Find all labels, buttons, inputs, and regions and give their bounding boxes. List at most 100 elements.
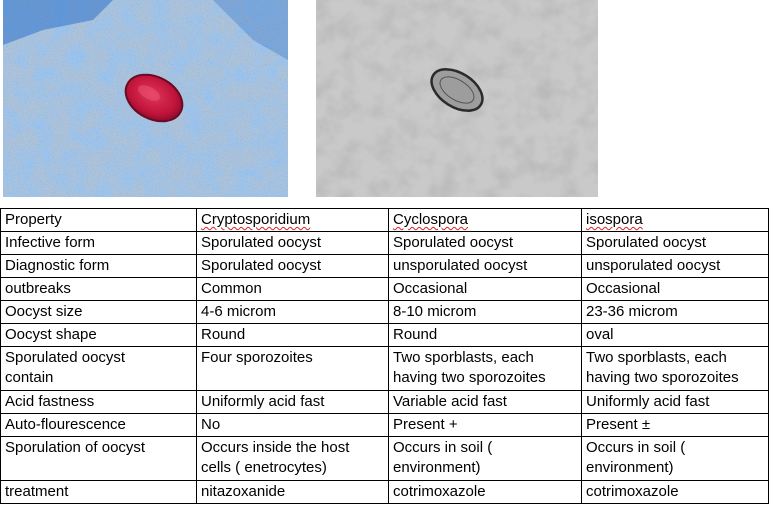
cyclospora-cell: unsporulated oocyst [388,254,582,278]
cyclospora-cell: 8-10 microm [388,300,582,324]
cryptosporidium-cell: 4-6 microm [196,300,389,324]
cell-line: Oocyst size [5,303,83,320]
cell-line: unsporulated oocyst [393,257,528,274]
cell-line: Round [201,326,246,343]
cell-line: treatment [5,483,69,500]
property-cell: Sporulated oocyst contain [0,346,197,391]
cell-line: Occasional [393,280,468,297]
cyclospora-cell: Variable acid fast [388,390,582,414]
cryptosporidium-cell: Occurs inside the host cells ( enetrocyte… [196,436,389,481]
header-cryptosporidium: Cryptosporidium [196,208,389,232]
table-row: Oocyst size 4-6 microm 8-10 microm 23-36 mi… [0,300,769,324]
cell-line: Two sporblasts, each [586,349,727,366]
stained-oocyst-photo [3,0,288,197]
isospora-cell: oval [581,323,769,347]
cell-line: Round [393,326,438,343]
cell-line: environment) [586,459,674,476]
header-isospora: isospora [581,208,769,232]
property-cell: Sporulation of oocyst [0,436,197,481]
property-cell: treatment [0,480,197,504]
cell-line: Sporulated oocyst [393,234,514,251]
cell-line: Variable acid fast [393,393,507,410]
cell-line: unsporulated oocyst [586,257,721,274]
cell-line: Two sporblasts, each [393,349,534,366]
isospora-cell: Sporulated oocyst [581,231,769,255]
cyclospora-cell: Sporulated oocyst [388,231,582,255]
isospora-cell: Uniformly acid fast [581,390,769,414]
property-cell: Acid fastness [0,390,197,414]
property-cell: Oocyst size [0,300,197,324]
table-row: Oocyst shape Round Round oval [0,323,769,347]
cell-line: Occurs in soil ( [586,439,686,456]
header-property: Property [0,208,197,232]
cell-line: Occasional [586,280,661,297]
isospora-cell: Two sporblasts, each having two sporozoit… [581,346,769,391]
cell-line: Occurs inside the host [201,439,350,456]
cell-line: outbreaks [5,280,71,297]
table-row: Diagnostic form Sporulated oocyst unsporul… [0,254,769,278]
table-row: Sporulated oocyst contain Four sporozoites… [0,346,769,391]
property-cell: outbreaks [0,277,197,301]
property-cell: Auto-flourescence [0,413,197,437]
cyclospora-cell: Occurs in soil ( environment) [388,436,582,481]
oocyst-shape [124,73,184,123]
cell-line: Sporulated oocyst [201,234,322,251]
table-row: treatment nitazoxanide cotrimoxazole cotrim… [0,480,769,504]
cell-line: Acid fastness [5,393,95,410]
cryptosporidium-cell: nitazoxanide [196,480,389,504]
table-row: Auto-flourescence No Present + Present ± [0,413,769,437]
cryptosporidium-cell: Sporulated oocyst [196,231,389,255]
cell-line: cells ( enetrocytes) [201,459,327,476]
isospora-cell: Present ± [581,413,769,437]
isospora-cell: unsporulated oocyst [581,254,769,278]
isospora-cell: Occasional [581,277,769,301]
grayscale-oocyst-photo [316,0,598,197]
cryptosporidium-cell: Round [196,323,389,347]
cell-line: environment) [393,459,481,476]
cell-line: Sporulated oocyst [5,349,126,366]
oocyst-outline [430,68,484,112]
cell-line: Diagnostic form [5,257,110,274]
isospora-cell: 23-36 microm [581,300,769,324]
table-header-row: Property Cryptosporidium Cyclospora isos… [0,208,769,232]
cell-line: Uniformly acid fast [201,393,325,410]
table-row: Infective form Sporulated oocyst Sporulate… [0,231,769,255]
cell-line: No [201,416,221,433]
cell-line: having two sporozoites [393,369,546,386]
cell-line: Present ± [586,416,651,433]
cryptosporidium-cell: No [196,413,389,437]
cell-line: Sporulated oocyst [586,234,707,251]
table-row: Sporulation of oocyst Occurs inside the h… [0,436,769,481]
cell-line: Sporulation of oocyst [5,439,146,456]
cell-line: cotrimoxazole [393,483,486,500]
cell-line: Common [201,280,262,297]
table-row: Acid fastness Uniformly acid fast Variable… [0,390,769,414]
cyclospora-cell: cotrimoxazole [388,480,582,504]
property-cell: Infective form [0,231,197,255]
cell-line: Sporulated oocyst [201,257,322,274]
cell-line: Uniformly acid fast [586,393,710,410]
cryptosporidium-cell: Uniformly acid fast [196,390,389,414]
cyclospora-cell: Round [388,323,582,347]
cell-line: having two sporozoites [586,369,739,386]
cell-line: cotrimoxazole [586,483,679,500]
cryptosporidium-cell: Common [196,277,389,301]
comparison-table: Property Cryptosporidium Cyclospora isos… [0,208,769,504]
table-row: outbreaks Common Occasional Occasional [0,277,769,301]
cyclospora-cell: Present + [388,413,582,437]
cell-line: Four sporozoites [201,349,313,366]
cell-line: Occurs in soil ( [393,439,493,456]
cyclospora-cell: Two sporblasts, each having two sporozoit… [388,346,582,391]
cell-line: Auto-flourescence [5,416,126,433]
cell-line: nitazoxanide [201,483,286,500]
isospora-cell: cotrimoxazole [581,480,769,504]
isospora-cell: Occurs in soil ( environment) [581,436,769,481]
cell-line: Infective form [5,234,96,251]
cyclospora-cell: Occasional [388,277,582,301]
cell-line: 8-10 microm [393,303,477,320]
cell-line: Present + [393,416,458,433]
cell-line: 23-36 microm [586,303,678,320]
cell-line: contain [5,369,54,386]
cryptosporidium-cell: Sporulated oocyst [196,254,389,278]
cryptosporidium-cell: Four sporozoites [196,346,389,391]
